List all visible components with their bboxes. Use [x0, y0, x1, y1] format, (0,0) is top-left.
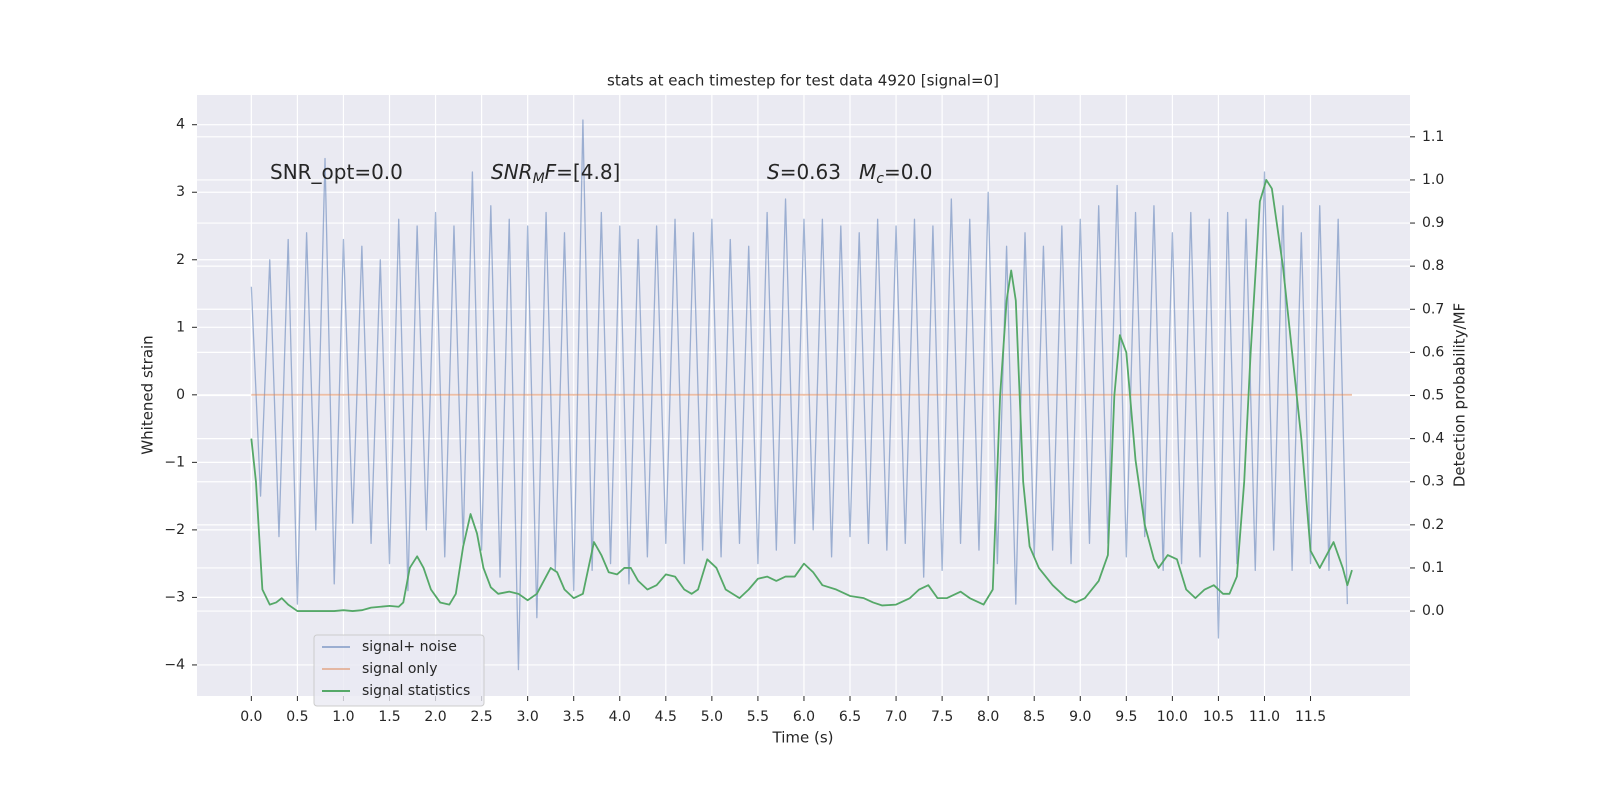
- x-tick-label: 4.5: [655, 709, 677, 725]
- annotation: SNRMF=[4.8]: [491, 160, 620, 188]
- series-line: [250, 179, 1353, 612]
- y-tick-label: 0: [176, 387, 185, 403]
- annotation: Mc=0.0: [859, 160, 933, 188]
- y2-tick-label: 0.4: [1422, 431, 1444, 447]
- x-tick-label: 9.5: [1115, 709, 1137, 725]
- annotation-part: =0.0: [884, 160, 933, 184]
- legend-label: signal only: [362, 661, 437, 677]
- y-tick-label: −4: [164, 657, 185, 673]
- legend: signal+ noise signal only signal statistic…: [313, 634, 485, 707]
- legend-label: signal+ noise: [362, 639, 457, 655]
- x-tick-label: 6.5: [839, 709, 861, 725]
- y2-tick-label: 0.5: [1422, 388, 1444, 404]
- x-tick-label: 10.5: [1203, 709, 1234, 725]
- x-tick-label: 10.0: [1157, 709, 1188, 725]
- x-tick-label: 8.5: [1023, 709, 1045, 725]
- y2-tick-label: 0.3: [1422, 474, 1444, 490]
- x-tick-label: 2.0: [424, 709, 446, 725]
- x-axis-label: Time (s): [772, 729, 834, 747]
- x-tick-label: 3.0: [517, 709, 539, 725]
- legend-box: [313, 634, 485, 707]
- y2-tick-label: 0.1: [1422, 560, 1444, 576]
- x-tick-label: 1.5: [378, 709, 400, 725]
- x-tick-label: 11.5: [1295, 709, 1326, 725]
- x-tick-label: 8.0: [977, 709, 999, 725]
- legend-label: signal statistics: [362, 683, 470, 699]
- y2-tick-label: 0.6: [1422, 344, 1444, 360]
- x-tick-label: 1.0: [332, 709, 354, 725]
- x-tick-label: 7.5: [931, 709, 953, 725]
- chart-title: stats at each timestep for test data 492…: [607, 72, 999, 90]
- x-tick-label: 5.5: [747, 709, 769, 725]
- y2-tick-label: 0.7: [1422, 301, 1444, 317]
- annotation: S=0.63: [767, 160, 841, 184]
- y2-tick-label: 1.0: [1422, 172, 1444, 188]
- annotation-part: SNR_opt=0.0: [270, 160, 403, 184]
- x-tick-label: 2.5: [470, 709, 492, 725]
- y-tick-label: 3: [176, 184, 185, 200]
- x-tick-label: 6.0: [793, 709, 815, 725]
- x-tick-label: 11.0: [1249, 709, 1280, 725]
- y-tick-label: 4: [176, 117, 185, 133]
- y-tick-label: −1: [164, 454, 185, 470]
- annotation-part: M: [533, 171, 545, 187]
- y2-axis-label: Detection probability/MF: [1451, 303, 1469, 487]
- annotation-part: M: [859, 160, 876, 184]
- y2-tick-label: 0.2: [1422, 517, 1444, 533]
- y-tick-label: −2: [164, 522, 185, 538]
- y-tick-label: 2: [176, 252, 185, 268]
- y2-tick-label: 0.8: [1422, 258, 1444, 274]
- y-tick-label: 1: [176, 319, 185, 335]
- series-line: [250, 119, 1349, 671]
- x-tick-label: 7.0: [885, 709, 907, 725]
- x-tick-label: 0.0: [240, 709, 262, 725]
- y2-tick-label: 1.1: [1422, 129, 1444, 145]
- x-tick-label: 5.0: [701, 709, 723, 725]
- y2-tick-label: 0.0: [1422, 603, 1444, 619]
- annotation-part: c: [876, 171, 884, 187]
- annotation: SNR_opt=0.0: [270, 160, 403, 184]
- annotation-part: S: [767, 160, 780, 184]
- x-tick-label: 0.5: [286, 709, 308, 725]
- annotation-part: F: [545, 160, 557, 184]
- y-axis-label: Whitened strain: [139, 335, 157, 454]
- annotation-part: =[4.8]: [556, 160, 620, 184]
- annotation-part: =0.63: [780, 160, 841, 184]
- labels: stats at each timestep for test data 492…: [139, 72, 1469, 747]
- x-tick-label: 4.0: [609, 709, 631, 725]
- data: [250, 119, 1353, 671]
- annotation-part: SNR: [491, 160, 533, 184]
- y-tick-label: −3: [164, 589, 185, 605]
- y2-tick-label: 0.9: [1422, 215, 1444, 231]
- x-tick-label: 9.0: [1069, 709, 1091, 725]
- x-tick-label: 3.5: [563, 709, 585, 725]
